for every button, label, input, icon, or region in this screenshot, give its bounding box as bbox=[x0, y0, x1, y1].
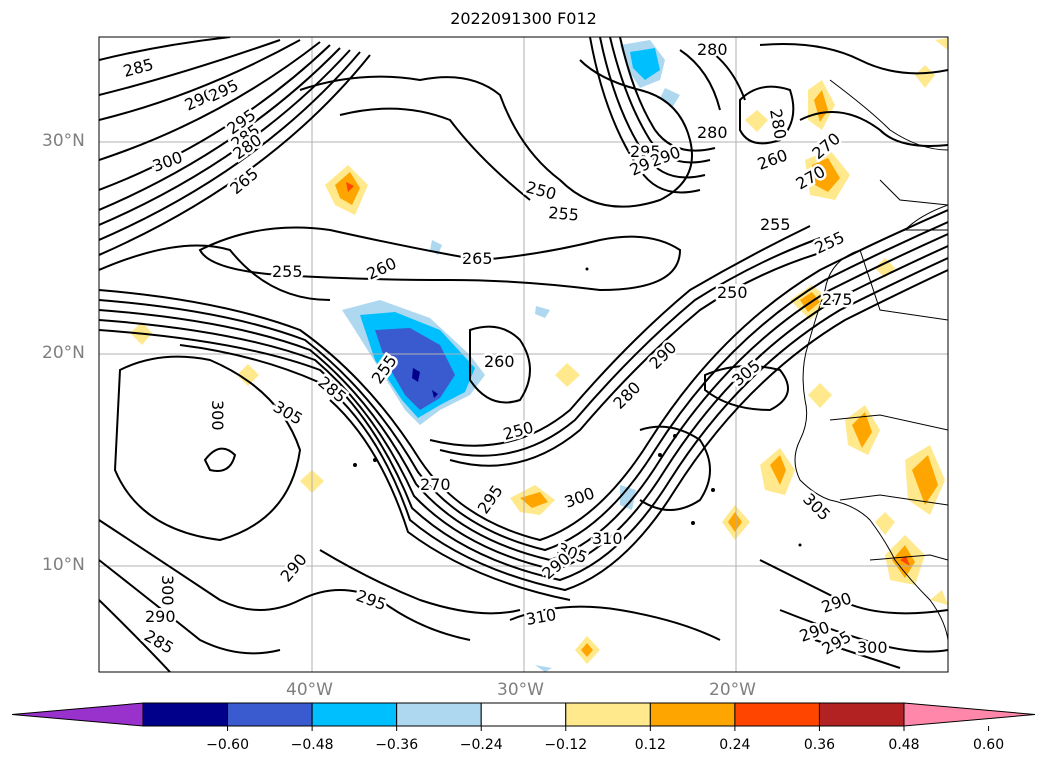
contour-label-halo: 300 bbox=[857, 638, 888, 657]
contour-label: 280 bbox=[766, 107, 790, 140]
contour-label: 260 bbox=[755, 145, 790, 173]
contour-label: 255 bbox=[272, 262, 303, 281]
contour-label: 275 bbox=[822, 290, 853, 309]
colorbar-extend-low bbox=[11, 702, 144, 727]
contour-label: 280 bbox=[697, 40, 728, 59]
contour-label-halo: 295 bbox=[630, 142, 661, 161]
contour-label: 265 bbox=[226, 164, 262, 198]
lat-label-30n: 30°N bbox=[42, 131, 85, 151]
coastlines bbox=[794, 79, 948, 641]
contour-label: 310 bbox=[524, 605, 557, 629]
contour-label: 295 bbox=[206, 75, 242, 105]
contour-label-halo: 255 bbox=[548, 203, 580, 225]
contour-label-halo: 260 bbox=[484, 352, 515, 371]
contour-label: 280 bbox=[609, 378, 644, 413]
contour-label: 285 bbox=[141, 626, 177, 658]
contour-label-halo: 280 bbox=[697, 40, 728, 59]
contour-label-halo: 310 bbox=[592, 529, 623, 548]
colorbar-bin bbox=[734, 702, 820, 727]
colorbar-tick-label: −0.36 bbox=[375, 737, 419, 753]
contour-label: 260 bbox=[484, 352, 515, 371]
height-contours bbox=[99, 37, 948, 672]
lon-label-20w: 20°W bbox=[709, 680, 756, 700]
contour-label: 305 bbox=[799, 489, 834, 524]
contour-label: 305 bbox=[728, 356, 764, 390]
contour-label: 270 bbox=[420, 475, 451, 494]
contour-label: 255 bbox=[812, 227, 848, 257]
colorbar-tick-label: 0.60 bbox=[972, 737, 1005, 753]
colorbar-tick-label: 0.48 bbox=[888, 737, 920, 753]
contour-label: 310 bbox=[592, 529, 623, 548]
contour-label: 280 bbox=[697, 123, 728, 142]
contour-label: 265 bbox=[462, 249, 493, 268]
contour-label: 255 bbox=[760, 215, 791, 234]
contour-label: 250 bbox=[501, 418, 535, 444]
contour-label: 300 bbox=[150, 147, 185, 175]
contour-label: 295 bbox=[474, 481, 507, 517]
contour-label-halo: 255 bbox=[760, 215, 791, 234]
plot-frame bbox=[98, 36, 949, 673]
lon-label-40w: 40°W bbox=[286, 680, 333, 700]
contour-label: 300 bbox=[158, 575, 177, 606]
contour-label: 285 bbox=[121, 55, 155, 81]
colorbar-bin bbox=[818, 702, 905, 727]
colorbar-extend-high bbox=[903, 702, 1036, 727]
contour-label: 295 bbox=[630, 142, 661, 161]
colorbar-bin bbox=[227, 702, 313, 727]
contour-label: 290 bbox=[277, 550, 311, 586]
contour-label-halo: 250 bbox=[717, 283, 748, 302]
lat-label-20n: 20°N bbox=[42, 343, 85, 363]
contour-label-halo: 265 bbox=[462, 249, 493, 268]
contour-label-halo: 280 bbox=[697, 123, 728, 142]
contour-label-halo: 275 bbox=[822, 290, 853, 309]
colorbar bbox=[11, 702, 1036, 731]
contour-label-halo: 300 bbox=[158, 575, 177, 606]
contour-label-halo: 300 bbox=[208, 400, 227, 431]
contour-label-halo: 270 bbox=[420, 475, 451, 494]
lon-label-30w: 30°W bbox=[497, 680, 544, 700]
colorbar-tick-label: 0.36 bbox=[803, 737, 836, 753]
contour-label: 300 bbox=[562, 483, 597, 511]
colorbar-bin bbox=[480, 702, 567, 727]
colorbar-tick-label: −0.24 bbox=[459, 737, 503, 753]
colorbar-tick-label: −0.60 bbox=[206, 737, 249, 753]
colorbar-bin bbox=[396, 702, 482, 727]
map-title: 2022091300 F012 bbox=[450, 9, 597, 28]
colorbar-bin bbox=[311, 702, 398, 727]
colorbar-bin bbox=[649, 702, 736, 727]
colorbar-tick-label: 0.12 bbox=[634, 737, 666, 753]
colorbar-bin bbox=[565, 702, 651, 727]
contour-label: 290 bbox=[645, 338, 680, 373]
contour-label: 295 bbox=[354, 586, 389, 614]
islands bbox=[353, 267, 802, 547]
graticule bbox=[99, 37, 948, 672]
colorbar-tick-label: 0.24 bbox=[719, 737, 751, 753]
colorbar-tick-label: −0.12 bbox=[544, 737, 588, 753]
contour-label: 300 bbox=[208, 400, 227, 431]
contour-label-halo: 290 bbox=[145, 607, 176, 626]
colorbar-bin bbox=[142, 702, 229, 727]
colorbar-tick-label: −0.48 bbox=[290, 737, 334, 753]
contour-label: 285 bbox=[314, 373, 350, 407]
lat-label-10n: 10°N bbox=[42, 555, 85, 575]
contour-label-halo: 255 bbox=[272, 262, 303, 281]
contour-label: 290 bbox=[145, 607, 176, 626]
contour-label: 255 bbox=[548, 203, 580, 225]
contour-label: 250 bbox=[717, 283, 748, 302]
contour-label: 300 bbox=[857, 638, 888, 657]
